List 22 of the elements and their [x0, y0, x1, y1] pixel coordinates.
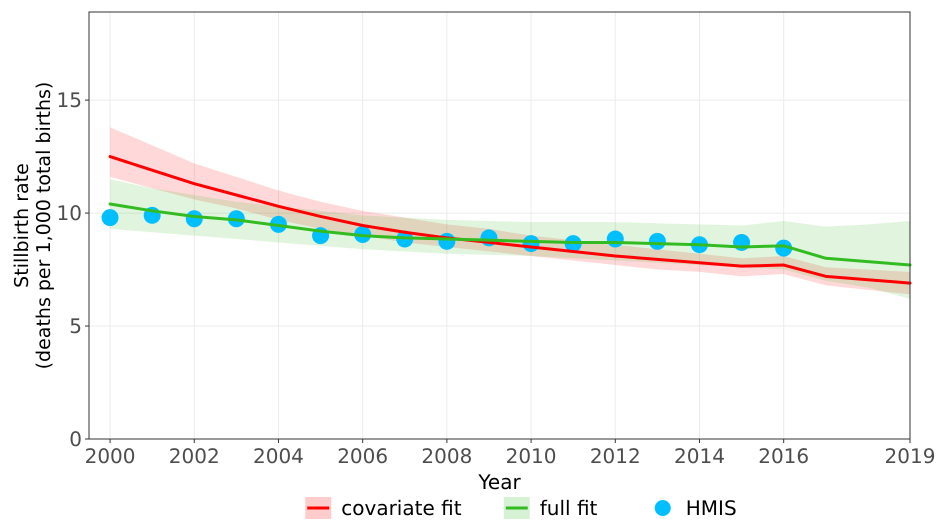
x-tick-label: 2002 [168, 444, 220, 468]
legend-label: covariate fit [341, 496, 462, 520]
legend-label: full fit [540, 496, 598, 520]
x-tick-label: 2008 [421, 444, 472, 468]
legend-label: HMIS [686, 496, 737, 520]
y-axis-title: Stillbirth rate (deaths per 1,000 total births) [11, 82, 55, 370]
line-series [108, 202, 912, 267]
x-tick-label: 2010 [506, 444, 557, 468]
x-axis-title: Year [477, 470, 522, 494]
y-tick-label: 0 [69, 427, 82, 451]
x-tick-label: 2012 [590, 444, 641, 468]
y-tick-label: 5 [69, 314, 82, 338]
x-tick-label: 2019 [884, 444, 936, 468]
x-tick-label: 2006 [337, 444, 388, 468]
point [102, 209, 119, 226]
y-tick-label: 15 [56, 88, 82, 112]
line-series [108, 155, 912, 285]
y-tick-label: 10 [56, 201, 82, 226]
x-tick-label: 2016 [758, 444, 810, 468]
x-tick-label: 2000 [84, 444, 136, 468]
x-tick-label: 2014 [674, 444, 725, 468]
x-tick-label: 2004 [253, 444, 304, 468]
